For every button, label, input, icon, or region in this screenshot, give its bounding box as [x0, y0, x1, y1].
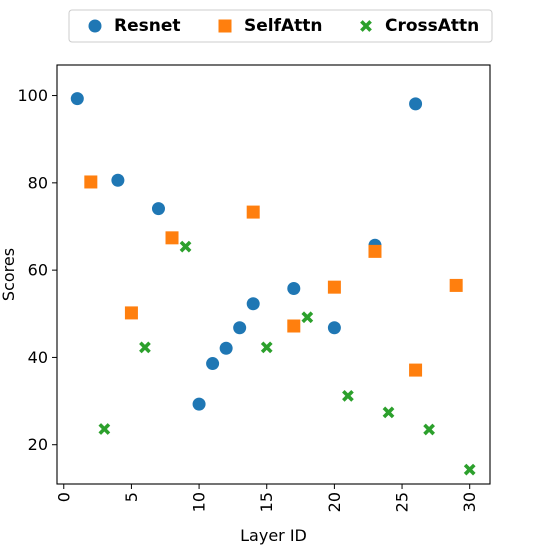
y-tick-label: 60 — [28, 261, 48, 280]
legend-label-crossattn: CrossAttn — [385, 16, 479, 36]
point-crossattn-6 — [382, 406, 395, 419]
series-crossattn — [98, 240, 476, 476]
point-selfattn-3 — [246, 205, 260, 219]
point-selfattn-1 — [124, 306, 138, 320]
point-selfattn-8 — [449, 278, 463, 292]
point-resnet-3 — [192, 397, 206, 411]
point-selfattn-6 — [368, 244, 382, 258]
point-resnet-7 — [246, 297, 260, 311]
x-tick-label: 15 — [257, 492, 276, 512]
x-tick-label: 25 — [393, 492, 412, 512]
plot-marks — [70, 92, 476, 476]
point-crossattn-0 — [98, 423, 111, 435]
point-crossattn-8 — [463, 463, 476, 476]
series-resnet — [70, 92, 423, 411]
legend-label-resnet: Resnet — [114, 16, 181, 36]
point-crossattn-1 — [139, 341, 151, 354]
legend-label-selfattn: SelfAttn — [244, 16, 323, 36]
point-selfattn-7 — [409, 363, 423, 377]
point-resnet-4 — [206, 357, 220, 371]
point-resnet-2 — [151, 202, 165, 216]
legend-frame — [68, 9, 493, 43]
y-axis: 20 40 60 80 100 — [17, 86, 57, 454]
point-resnet-5 — [219, 341, 233, 355]
legend-item-selfattn: SelfAttn — [218, 16, 323, 36]
y-axis-title: Scores — [0, 248, 18, 301]
point-resnet-8 — [287, 281, 301, 295]
point-resnet-1 — [111, 173, 125, 187]
legend-marker-selfattn — [218, 19, 232, 33]
point-selfattn-5 — [327, 280, 341, 294]
point-crossattn-2 — [179, 240, 192, 253]
plot-frame — [56, 64, 491, 485]
x-tick-label: 10 — [190, 492, 209, 512]
x-axis-title: Layer ID — [240, 526, 307, 545]
point-selfattn-0 — [84, 175, 98, 189]
legend-marker-resnet — [88, 19, 102, 33]
x-tick-label: 30 — [460, 492, 479, 512]
point-crossattn-4 — [301, 311, 314, 324]
legend-item-resnet: Resnet — [88, 16, 181, 36]
y-tick-label: 20 — [28, 435, 48, 454]
point-crossattn-5 — [342, 389, 354, 402]
legend-marker-crossattn — [360, 20, 372, 32]
point-crossattn-3 — [260, 341, 273, 354]
x-tick-label: 0 — [54, 492, 73, 502]
x-tick-label: 5 — [122, 492, 141, 502]
x-axis: 0 5 10 15 20 25 30 — [54, 484, 479, 512]
point-resnet-6 — [233, 321, 247, 335]
y-tick-label: 80 — [28, 173, 48, 192]
point-resnet-0 — [70, 92, 84, 106]
series-selfattn — [84, 175, 463, 377]
point-resnet-9 — [327, 321, 341, 335]
legend-item-crossattn: CrossAttn — [360, 16, 479, 36]
point-selfattn-4 — [287, 319, 301, 333]
point-selfattn-2 — [165, 231, 179, 245]
y-tick-label: 40 — [28, 348, 48, 367]
point-resnet-11 — [409, 97, 423, 111]
y-tick-label: 100 — [17, 86, 48, 105]
point-crossattn-7 — [423, 423, 435, 436]
legend: Resnet SelfAttn CrossAttn — [68, 9, 493, 43]
x-tick-label: 20 — [325, 492, 344, 512]
